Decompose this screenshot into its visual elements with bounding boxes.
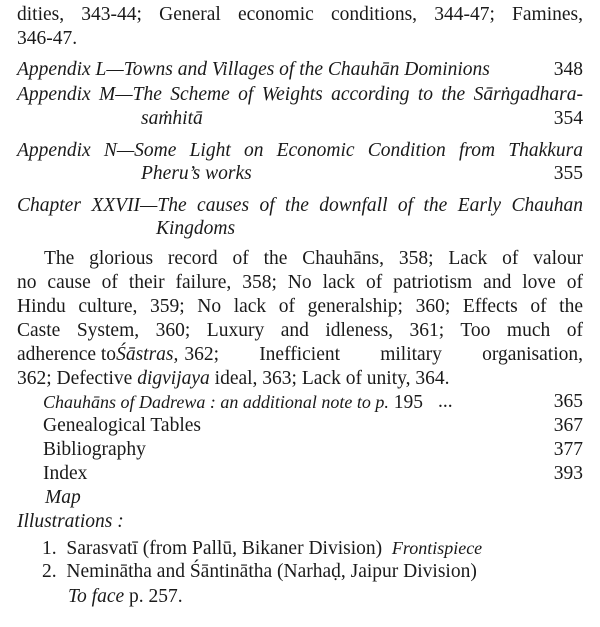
toc-entry-appendix-m-cont: saṁhitā 354 <box>141 108 583 130</box>
entry-page: 348 <box>553 59 583 80</box>
entry-page: 355 <box>553 163 583 184</box>
illustration-item: 2. Neminātha and Śāntinātha (Narhaḍ, Jai… <box>42 561 583 583</box>
text: 362; Inefficient military organisation, <box>184 344 583 365</box>
toc-entry-map: Map <box>45 487 81 508</box>
toc-chapter-xxvii-cont: Kingdoms <box>156 218 236 239</box>
leader-dots: ... <box>438 391 453 412</box>
item-number: 1. <box>42 538 57 559</box>
entry-title: Index <box>43 463 88 484</box>
paragraph-line: no cause of their failure, 358; No lack … <box>17 272 583 293</box>
entry-page: 365 <box>553 391 583 412</box>
paragraph-line: The glorious record of the Chauhāns, 358… <box>44 248 583 269</box>
paragraph-line: adherence to Śāstras, 362; Inefficient m… <box>17 344 583 366</box>
paragraph-line: 362; Defective digvijaya ideal, 363; Lac… <box>17 368 583 390</box>
entry-page: 367 <box>553 415 583 436</box>
entry-title: Genealogical Tables <box>43 415 201 436</box>
toc-entry-appendix-n: Appendix N—Some Light on Economic Condit… <box>17 140 583 161</box>
text-line: 346-47. <box>17 28 78 49</box>
illustrations-heading: Illustrations : <box>17 511 124 532</box>
entry-title-number: 195 <box>393 392 423 413</box>
item-note: To face <box>68 586 125 607</box>
toc-entry-appendix-l: Appendix L—Towns and Villages of the Cha… <box>17 59 583 81</box>
toc-entry-bibliography: Bibliography 377 <box>43 439 583 461</box>
entry-page: 354 <box>553 108 583 129</box>
toc-entry-dadrewa: Chauhāns of Dadrewa : an additional note… <box>43 391 583 414</box>
paragraph-line: Caste System, 360; Luxury and idleness, … <box>17 320 583 341</box>
toc-chapter-xxvii: Chapter XXVII—The causes of the downfall… <box>17 195 583 216</box>
item-text: Sarasvatī (from Pallū, Bikaner Division) <box>66 538 383 559</box>
entry-title: saṁhitā <box>141 108 203 129</box>
toc-entry-appendix-m: Appendix M—The Scheme of Weights accordi… <box>17 84 583 105</box>
illustration-item-note: To face p. 257. <box>68 586 583 608</box>
entry-title: Bibliography <box>43 439 146 460</box>
entry-title: Pheru’s works <box>141 163 252 184</box>
toc-entry-appendix-n-cont: Pheru’s works 355 <box>141 163 583 185</box>
entry-title: Chauhāns of Dadrewa : an additional note… <box>43 392 389 412</box>
italic-term: Śāstras, <box>116 344 179 365</box>
toc-entry-genealogical: Genealogical Tables 367 <box>43 415 583 437</box>
illustration-item: 1. Sarasvatī (from Pallū, Bikaner Divisi… <box>42 537 583 560</box>
text: adherence to <box>17 344 117 365</box>
item-note-page: p. 257. <box>129 586 183 607</box>
paragraph-line: Hindu culture, 359; No lack of generalsh… <box>17 296 583 317</box>
item-note: Frontispiece <box>391 538 483 558</box>
text-line: dities, 343-44; General economic conditi… <box>17 4 583 25</box>
text: ideal, 363; Lack of unity, 364. <box>214 368 450 389</box>
italic-term: digvijaya <box>137 368 210 389</box>
item-number: 2. <box>42 561 57 582</box>
item-text: Neminātha and Śāntinātha (Narhaḍ, Jaipur… <box>66 561 477 582</box>
entry-title: Appendix L—Towns and Villages of the Cha… <box>17 59 490 80</box>
entry-page: 377 <box>553 439 583 460</box>
entry-page: 393 <box>553 463 583 484</box>
toc-entry-index: Index 393 <box>43 463 583 485</box>
text: 362; Defective <box>17 368 133 389</box>
